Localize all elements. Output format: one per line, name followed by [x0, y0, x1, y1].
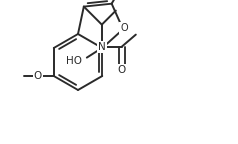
Text: O: O: [34, 71, 42, 81]
Text: HO: HO: [66, 56, 82, 66]
Text: N: N: [98, 42, 106, 52]
Text: O: O: [118, 65, 126, 75]
Text: O: O: [120, 23, 128, 33]
